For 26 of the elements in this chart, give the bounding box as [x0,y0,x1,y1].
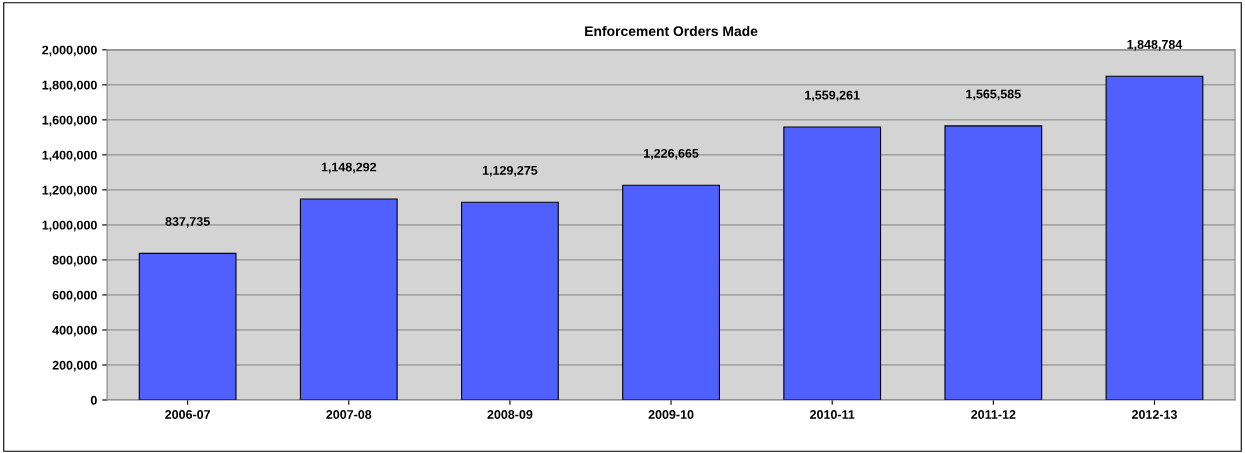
y-tick-label: 1,000,000 [42,220,97,232]
y-tick-label: 600,000 [52,290,97,302]
x-tick-label: 2008-09 [487,410,533,419]
y-tick-label: 1,200,000 [42,185,97,197]
x-tick-label: 2009-10 [648,410,694,419]
x-tick-label: 2012-13 [1131,410,1177,419]
y-tick-label: 200,000 [52,360,97,372]
y-tick-label: 1,800,000 [42,80,97,92]
data-label: 1,226,665 [644,148,699,160]
data-label: 1,148,292 [321,162,377,174]
y-tick-label: 2,000,000 [42,45,97,57]
data-label: 1,848,784 [1127,39,1183,51]
data-label: 1,559,261 [805,90,860,102]
x-tick-label: 2006-07 [165,410,211,419]
y-tick-label: 0 [90,395,97,405]
y-tick-label: 1,600,000 [42,115,97,127]
x-tick-label: 2007-08 [326,410,372,419]
x-tick-label: 2010-11 [810,410,855,419]
chart-title: Enforcement Orders Made [585,25,758,37]
y-tick-label: 400,000 [52,325,97,337]
y-tick-label: 800,000 [52,255,97,267]
data-label: 1,565,585 [966,89,1021,101]
data-label: 1,129,275 [482,165,538,177]
x-tick-label: 2011-12 [971,410,1016,419]
y-tick-label: 1,400,000 [42,150,97,162]
data-label: 837,735 [165,217,210,228]
